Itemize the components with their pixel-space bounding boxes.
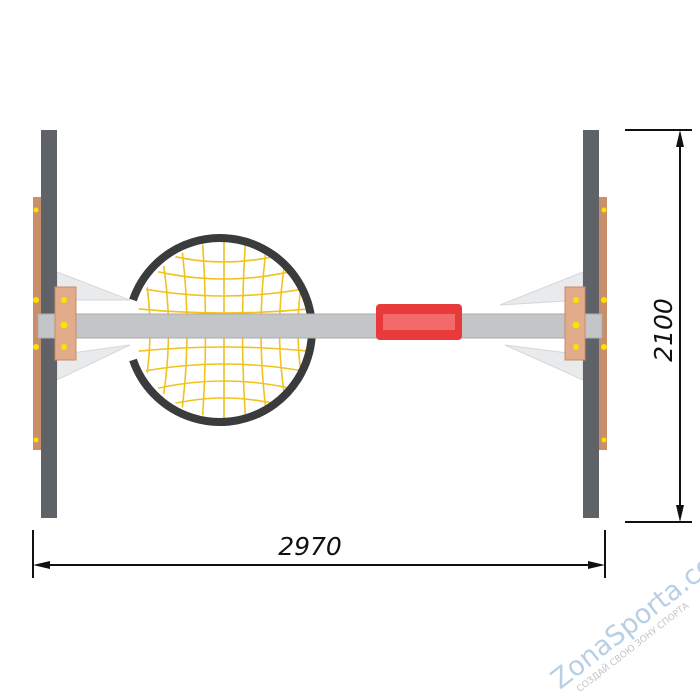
left-plank — [33, 197, 41, 450]
width-label: 2970 — [278, 532, 342, 561]
height-dimension — [625, 129, 692, 523]
net-rope-horizontal — [136, 285, 312, 297]
net-rope-horizontal — [136, 363, 312, 375]
bolts — [33, 207, 607, 443]
net-rope-horizontal — [136, 346, 312, 353]
width-dimension — [32, 530, 606, 578]
top-beam — [37, 313, 603, 339]
right-plank — [599, 197, 607, 450]
watermark: ZonaSporta.com СОЗДАЙ СВОЮ ЗОНУ СПОРТА — [545, 533, 700, 695]
red-seat — [376, 304, 462, 340]
net-rope-horizontal — [136, 307, 312, 314]
height-label: 2100 — [649, 298, 678, 362]
